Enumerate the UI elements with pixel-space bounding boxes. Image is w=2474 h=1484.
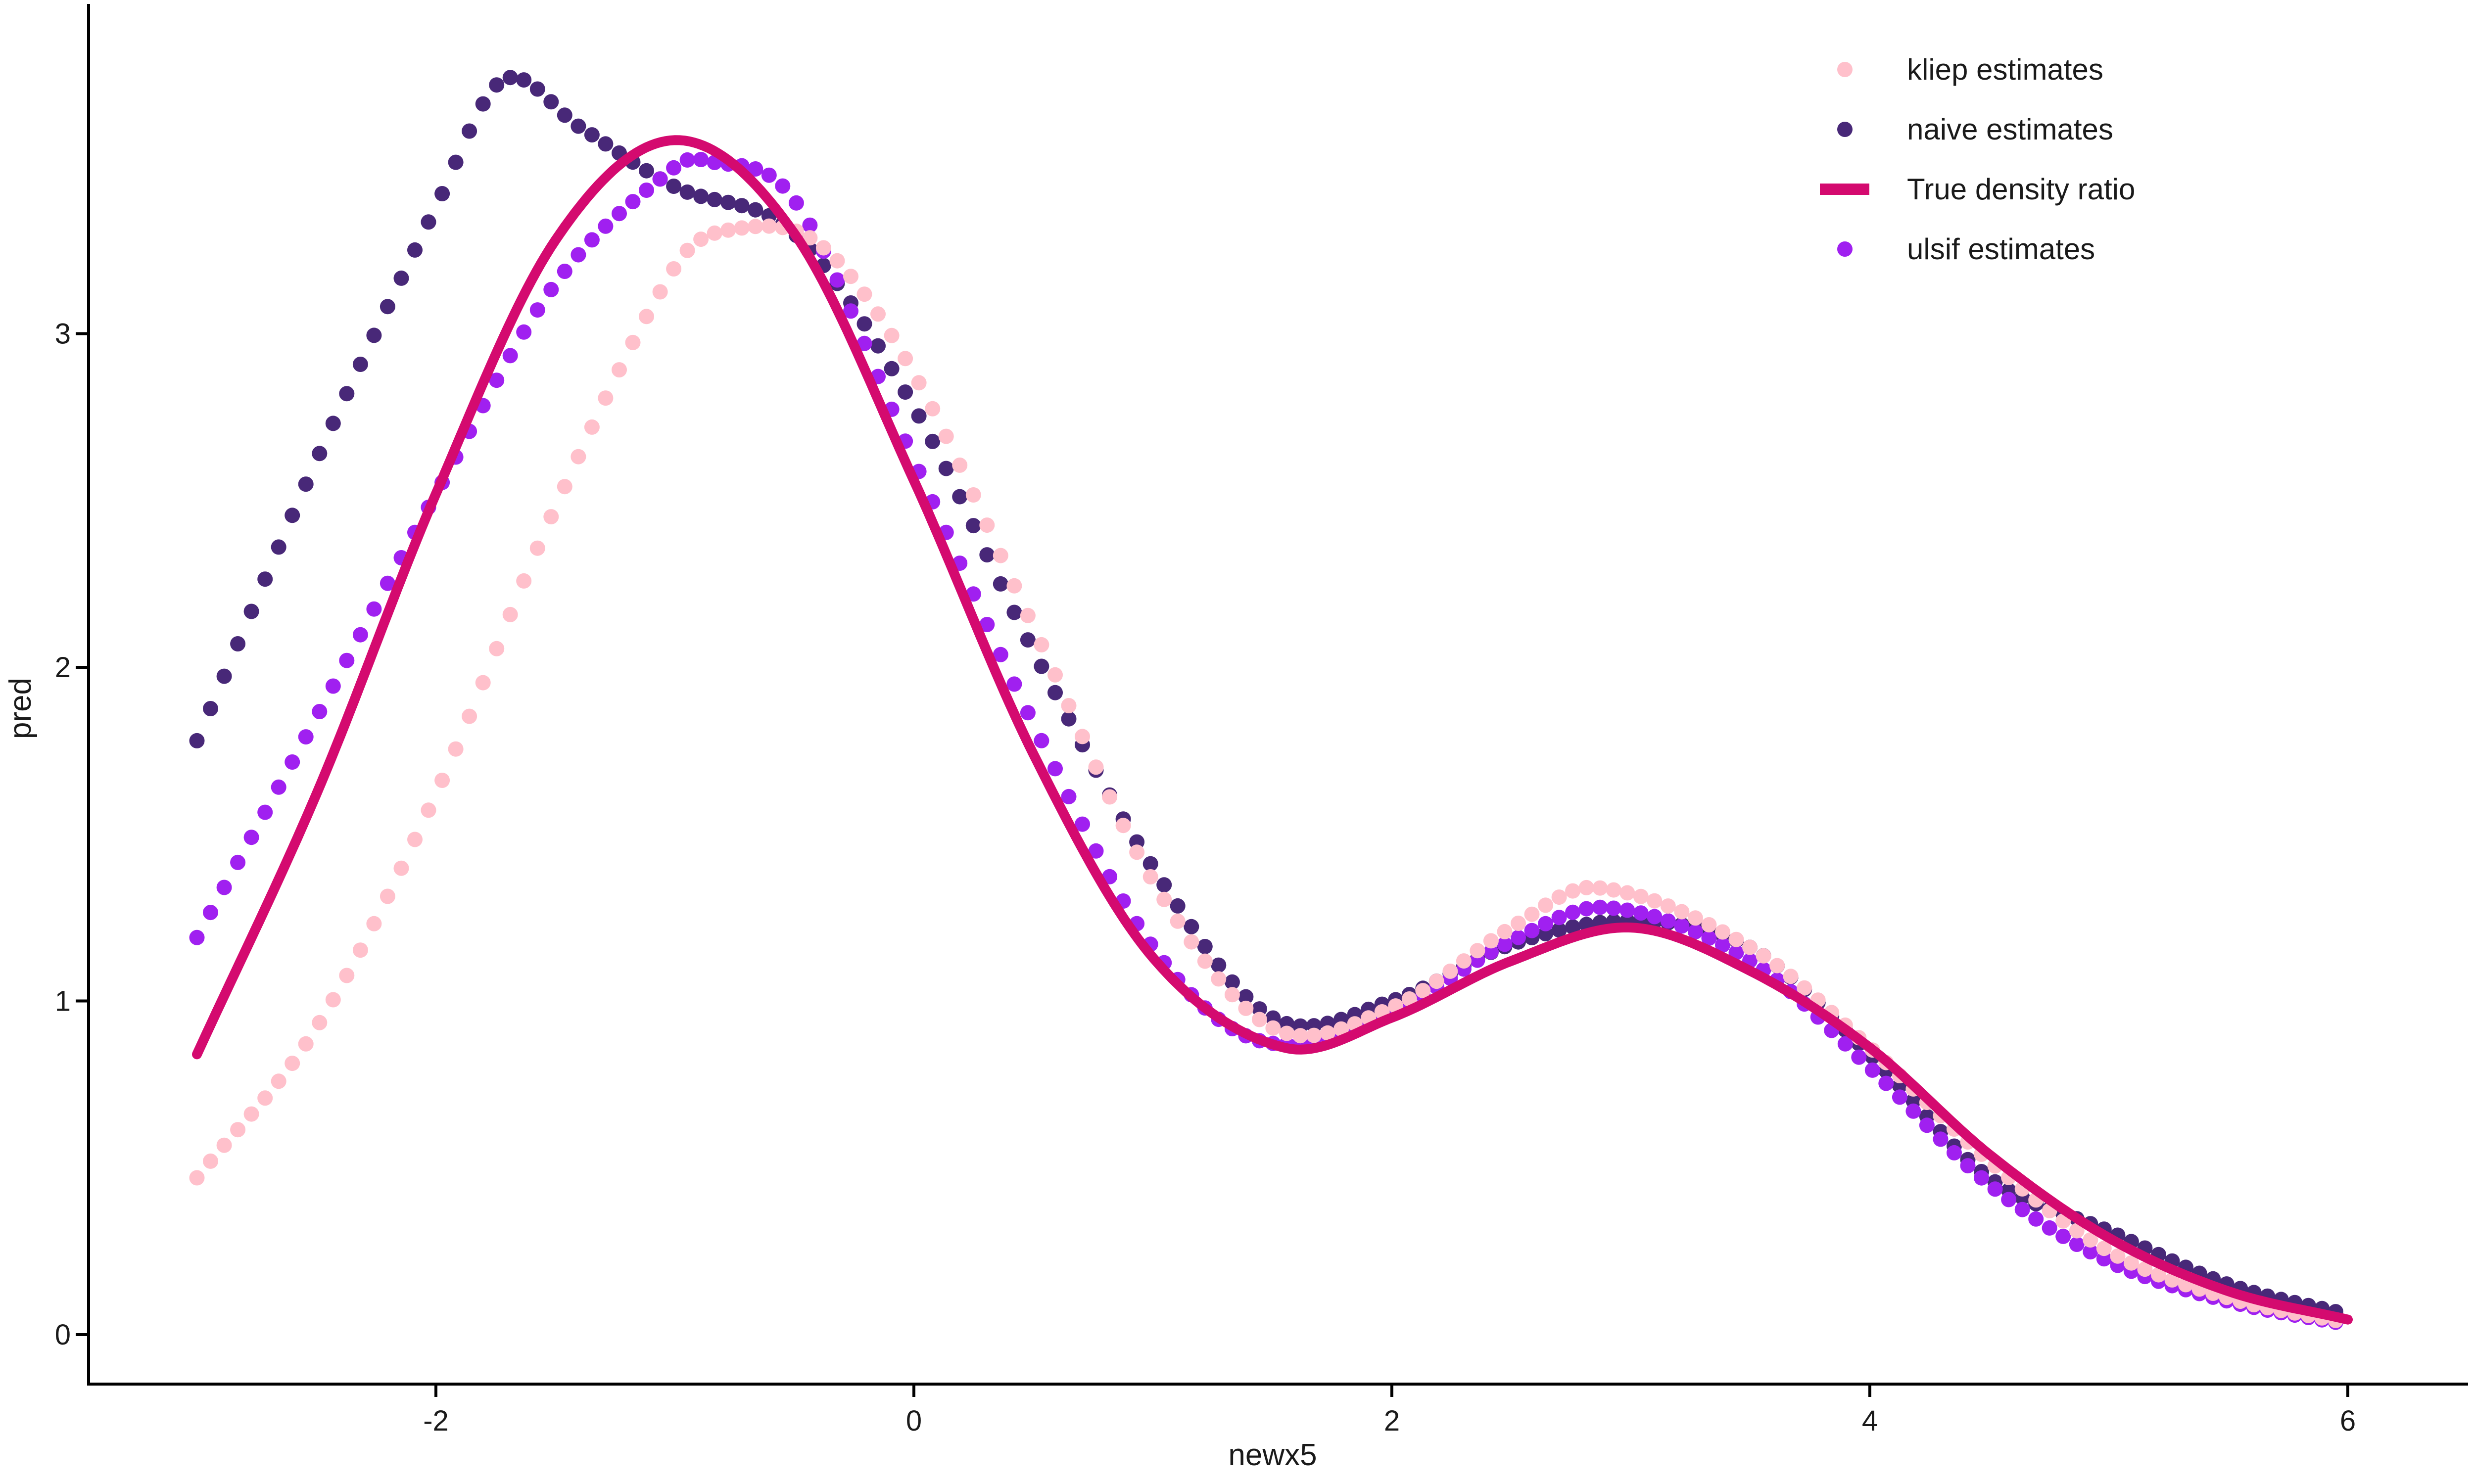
legend-key-box [1807, 241, 1882, 257]
legend-key-box [1807, 122, 1882, 137]
svg-text:6: 6 [2340, 1405, 2356, 1437]
svg-text:4: 4 [1862, 1405, 1878, 1437]
true-density-ratio-line-icon [1820, 184, 1869, 195]
ulsif-dot-icon [1837, 241, 1853, 257]
svg-text:3: 3 [55, 318, 71, 350]
svg-text:0: 0 [55, 1319, 71, 1351]
series-true-density-ratio-line [192, 135, 2353, 1325]
legend-label-naive: naive estimates [1907, 113, 2113, 146]
x-axis-title: newx5 [1228, 1438, 1317, 1472]
naive-dot-icon [1837, 122, 1853, 137]
legend-item-true-density-ratio: True density ratio [1807, 159, 2135, 219]
kliep-dot-icon [1837, 62, 1853, 77]
legend-label-kliep: kliep estimates [1907, 53, 2103, 86]
legend-key-box [1807, 62, 1882, 77]
legend-label-ulsif: ulsif estimates [1907, 232, 2095, 266]
svg-text:1: 1 [55, 985, 71, 1018]
legend-item-kliep: kliep estimates [1807, 40, 2135, 99]
legend-label-true-density-ratio: True density ratio [1907, 173, 2136, 206]
svg-text:2: 2 [1384, 1405, 1400, 1437]
legend-item-ulsif: ulsif estimates [1807, 219, 2135, 279]
legend: kliep estimates naive estimates True den… [1807, 40, 2135, 279]
series-kliep-dots [189, 218, 2343, 1328]
svg-text:-2: -2 [423, 1405, 449, 1437]
y-axis-title: pred [3, 678, 38, 739]
svg-text:2: 2 [55, 651, 71, 684]
legend-item-naive: naive estimates [1807, 99, 2135, 159]
svg-text:0: 0 [906, 1405, 922, 1437]
legend-key-box [1807, 184, 1882, 195]
